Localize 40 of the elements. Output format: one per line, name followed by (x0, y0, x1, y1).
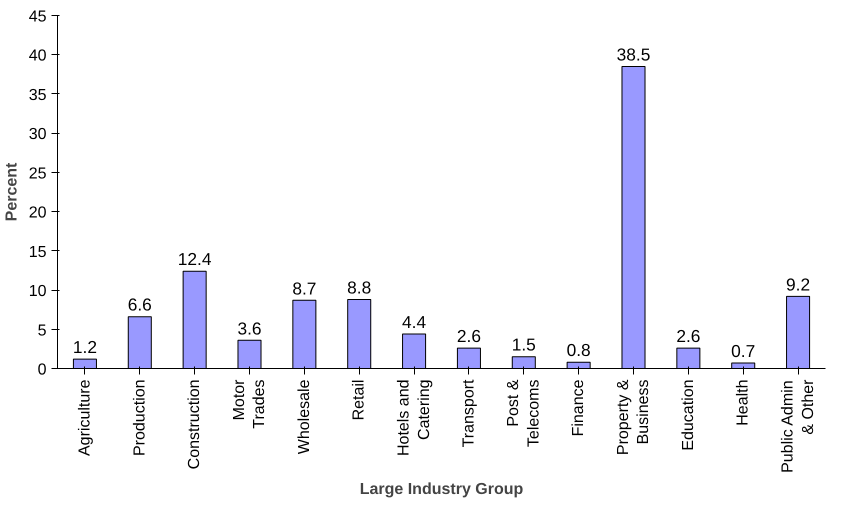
x-tick-label: Retail (350, 380, 368, 420)
x-tick-label: Finance (570, 379, 588, 436)
data-label: 2.6 (456, 326, 481, 346)
y-tick-label: 45 (28, 8, 47, 26)
y-tick-label: 5 (38, 322, 47, 340)
x-tick-label: Public Admin & Other (779, 378, 817, 473)
x-tick-label: Motor Trades (230, 378, 268, 429)
y-tick-label: 20 (28, 204, 47, 222)
x-axis-title: Large Industry Group (360, 480, 524, 498)
x-tick-label: Construction (186, 379, 204, 470)
data-label: 6.6 (128, 294, 152, 315)
y-tick-label: 35 (28, 86, 47, 104)
y-tick-label: 0 (38, 362, 47, 378)
data-label: 12.4 (178, 249, 212, 270)
data-label: 1.5 (512, 334, 536, 355)
data-label: 0.7 (731, 341, 756, 362)
x-tick-label: Health (734, 380, 752, 426)
y-axis-title: Percent (4, 162, 21, 222)
x-tick-label: Production (131, 379, 148, 456)
data-label: 9.2 (786, 274, 810, 294)
x-tick-label: Agriculture (76, 379, 94, 456)
x-tick-label: Wholesale (296, 379, 313, 454)
data-label: 4.4 (402, 312, 426, 332)
x-tick-label: Hotels and Catering (395, 379, 433, 456)
y-tick-label: 30 (28, 126, 47, 144)
y-tick-label: 25 (28, 165, 47, 182)
x-tick-label: Property & Business (614, 379, 652, 456)
data-label: 0.8 (566, 340, 591, 360)
y-tick-label: 10 (28, 283, 47, 300)
data-label: 8.7 (292, 278, 316, 298)
data-label: 8.8 (347, 277, 372, 298)
x-tick-label: Post & Telecoms (505, 379, 542, 448)
y-tick-label: 15 (28, 244, 47, 261)
x-tick-label: Transport (460, 378, 478, 448)
x-tick-label: Education (680, 379, 697, 451)
data-label: 3.6 (237, 318, 262, 338)
y-tick-label: 40 (28, 48, 47, 65)
data-label: 1.2 (72, 337, 97, 358)
data-label: 38.5 (616, 44, 650, 64)
data-label: 2.6 (676, 326, 700, 346)
